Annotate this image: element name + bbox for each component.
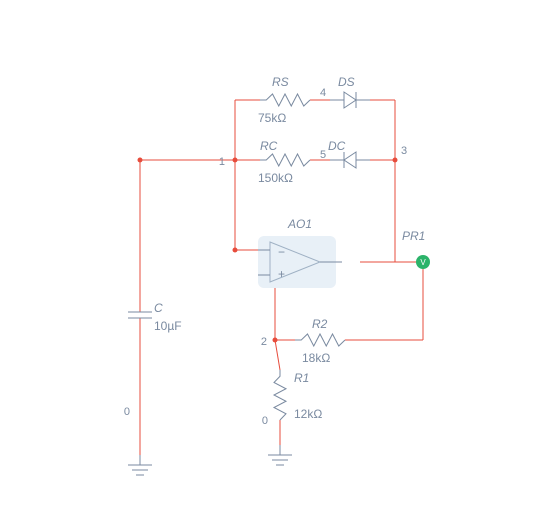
label-dc: DC <box>328 139 346 153</box>
value-rc: 150kΩ <box>258 171 293 185</box>
opamp-plus: + <box>278 267 285 281</box>
node-0-r1: 0 <box>262 415 268 427</box>
label-pr1: PR1 <box>402 229 425 243</box>
node-0-left: 0 <box>124 406 130 418</box>
label-ds: DS <box>338 75 355 89</box>
value-r1: 12kΩ <box>294 407 322 421</box>
label-r2: R2 <box>312 317 328 331</box>
diode-dc <box>344 152 356 168</box>
circuit-schematic: − + V RS 75kΩ DS RC 150kΩ DC AO1 PR1 C 10µF R2 18kΩ R1 1… <box>0 0 543 510</box>
value-c: 10µF <box>154 319 182 333</box>
node-4: 4 <box>320 87 326 99</box>
resistor-r1 <box>274 370 286 420</box>
resistor-rc <box>260 154 310 166</box>
value-r2: 18kΩ <box>302 351 330 365</box>
label-rc: RC <box>260 139 278 153</box>
value-rs: 75kΩ <box>258 111 286 125</box>
label-rs: RS <box>272 75 289 89</box>
label-r1: R1 <box>294 371 309 385</box>
opamp-minus: − <box>278 245 285 259</box>
node-2: 2 <box>261 336 267 348</box>
node-1: 1 <box>219 156 225 168</box>
node-3: 3 <box>401 145 407 157</box>
resistor-rs <box>260 94 310 106</box>
label-ao1: AO1 <box>287 217 312 231</box>
node-5: 5 <box>320 149 326 161</box>
probe-pr1-marker: V <box>420 258 426 267</box>
diode-ds <box>344 92 356 108</box>
label-c: C <box>154 301 163 315</box>
resistor-r2 <box>295 334 345 346</box>
